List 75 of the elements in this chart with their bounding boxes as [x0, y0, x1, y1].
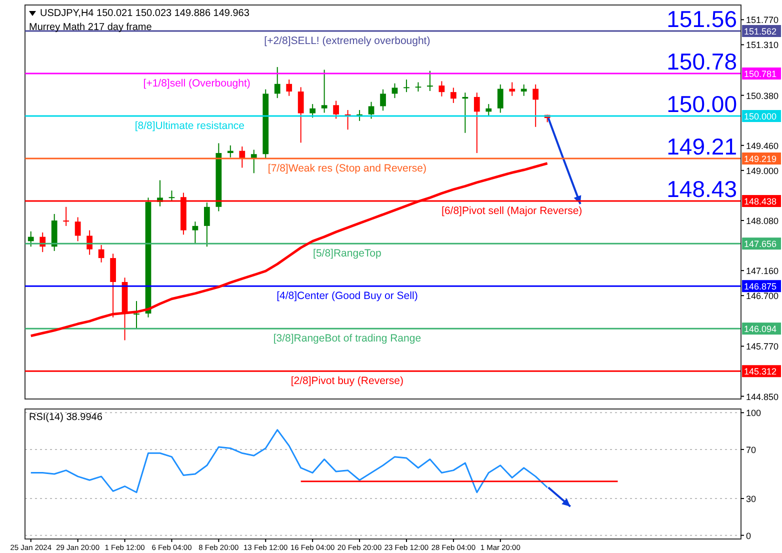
candlestick	[86, 230, 92, 256]
y-tick-label: 150.000	[744, 112, 777, 122]
ref-line-label: [8/8]Ultimate resistance	[134, 120, 245, 132]
candlestick	[168, 190, 175, 202]
ref-line-label: [7/8]Weak res (Stop and Reverse)	[268, 162, 426, 175]
y-tick-label: 149.460	[746, 140, 779, 151]
y-tick-label: 146.700	[746, 291, 779, 302]
candlestick	[74, 216, 81, 242]
candlestick	[368, 101, 374, 120]
candlestick	[298, 86, 304, 144]
candlestick	[415, 82, 422, 92]
ref-line-label: [6/8]Pivot sell (Major Reverse)	[442, 205, 582, 218]
candlestick	[486, 104, 492, 117]
candlestick	[450, 87, 456, 104]
y-tick-label: 146.875	[744, 282, 777, 292]
y-tick-label: 151.310	[746, 40, 779, 50]
ref-line-label: [5/8]RangeTop	[313, 248, 382, 260]
candlestick	[427, 70, 433, 92]
candlestick	[204, 202, 210, 248]
ref-line-label: [+2/8]SELL! (extremely overbought)	[264, 35, 430, 48]
ref-line-label: [+1/8]sell (Overbought)	[143, 78, 250, 90]
annotation: 150.78	[666, 48, 737, 75]
candlestick	[310, 104, 316, 118]
y-tick-label: 149.219	[744, 154, 777, 164]
y-tick-label: 151.770	[746, 15, 779, 26]
y-tick-label: 144.850	[746, 392, 779, 402]
y-tick-label: 146.094	[744, 324, 777, 334]
candlestick	[497, 84, 504, 114]
candlestick	[380, 88, 386, 112]
y-tick-label: 148.438	[744, 196, 777, 207]
candlestick	[404, 79, 410, 93]
candlestick	[63, 206, 70, 226]
candlestick	[474, 92, 480, 154]
y-tick-label: 70	[746, 444, 756, 455]
candlestick	[509, 82, 516, 96]
y-tick-label: 150.380	[746, 90, 779, 101]
candlestick	[28, 230, 34, 248]
candlestick	[438, 80, 445, 97]
text: Murrey Math 217 day frame	[29, 21, 153, 35]
candlestick	[134, 300, 140, 329]
annotation: 149.21	[666, 134, 737, 160]
candlestick	[274, 66, 280, 99]
candlestick	[520, 84, 527, 96]
candlestick	[286, 79, 292, 96]
y-tick-label: 151.562	[744, 26, 777, 37]
candlestick	[321, 69, 328, 114]
y-tick-label: 148.080	[746, 216, 779, 226]
candlestick	[333, 100, 339, 120]
y-tick-label: 145.312	[744, 366, 777, 377]
y-tick-label: 150.781	[744, 69, 777, 80]
y-tick-label: 0	[746, 530, 752, 541]
y-tick-label: 30	[746, 494, 756, 504]
line-series	[30, 429, 548, 494]
y-tick-label: 100	[746, 408, 762, 418]
y-tick-label: 147.160	[746, 266, 779, 276]
chart-title: RSI(14) 38.9946	[29, 412, 102, 423]
ref-line-label: [3/8]RangeBot of trading Range	[273, 332, 422, 345]
ref-line-label: [2/8]Pivot buy (Reverse)	[290, 375, 404, 388]
candlestick	[98, 244, 104, 263]
candlestick	[250, 149, 257, 174]
annotation: 148.43	[666, 176, 737, 202]
candlestick	[392, 82, 398, 99]
y-tick-label: 145.770	[746, 342, 779, 352]
candlestick	[532, 84, 539, 128]
ref-line-label: [4/8]Center (Good Buy or Sell)	[276, 290, 418, 302]
candlestick	[192, 221, 198, 244]
candlestick	[227, 144, 234, 158]
annotation: 151.56	[666, 6, 737, 32]
y-tick-label: 149.000	[746, 166, 779, 176]
candlestick	[462, 92, 468, 134]
candlestick	[239, 146, 246, 168]
chart-title: USDJPY,H4 150.021 150.023 149.886 149.963	[40, 8, 250, 19]
y-tick-label: 147.656	[744, 239, 777, 250]
candlestick	[110, 253, 116, 318]
annotation: 150.00	[666, 91, 737, 118]
